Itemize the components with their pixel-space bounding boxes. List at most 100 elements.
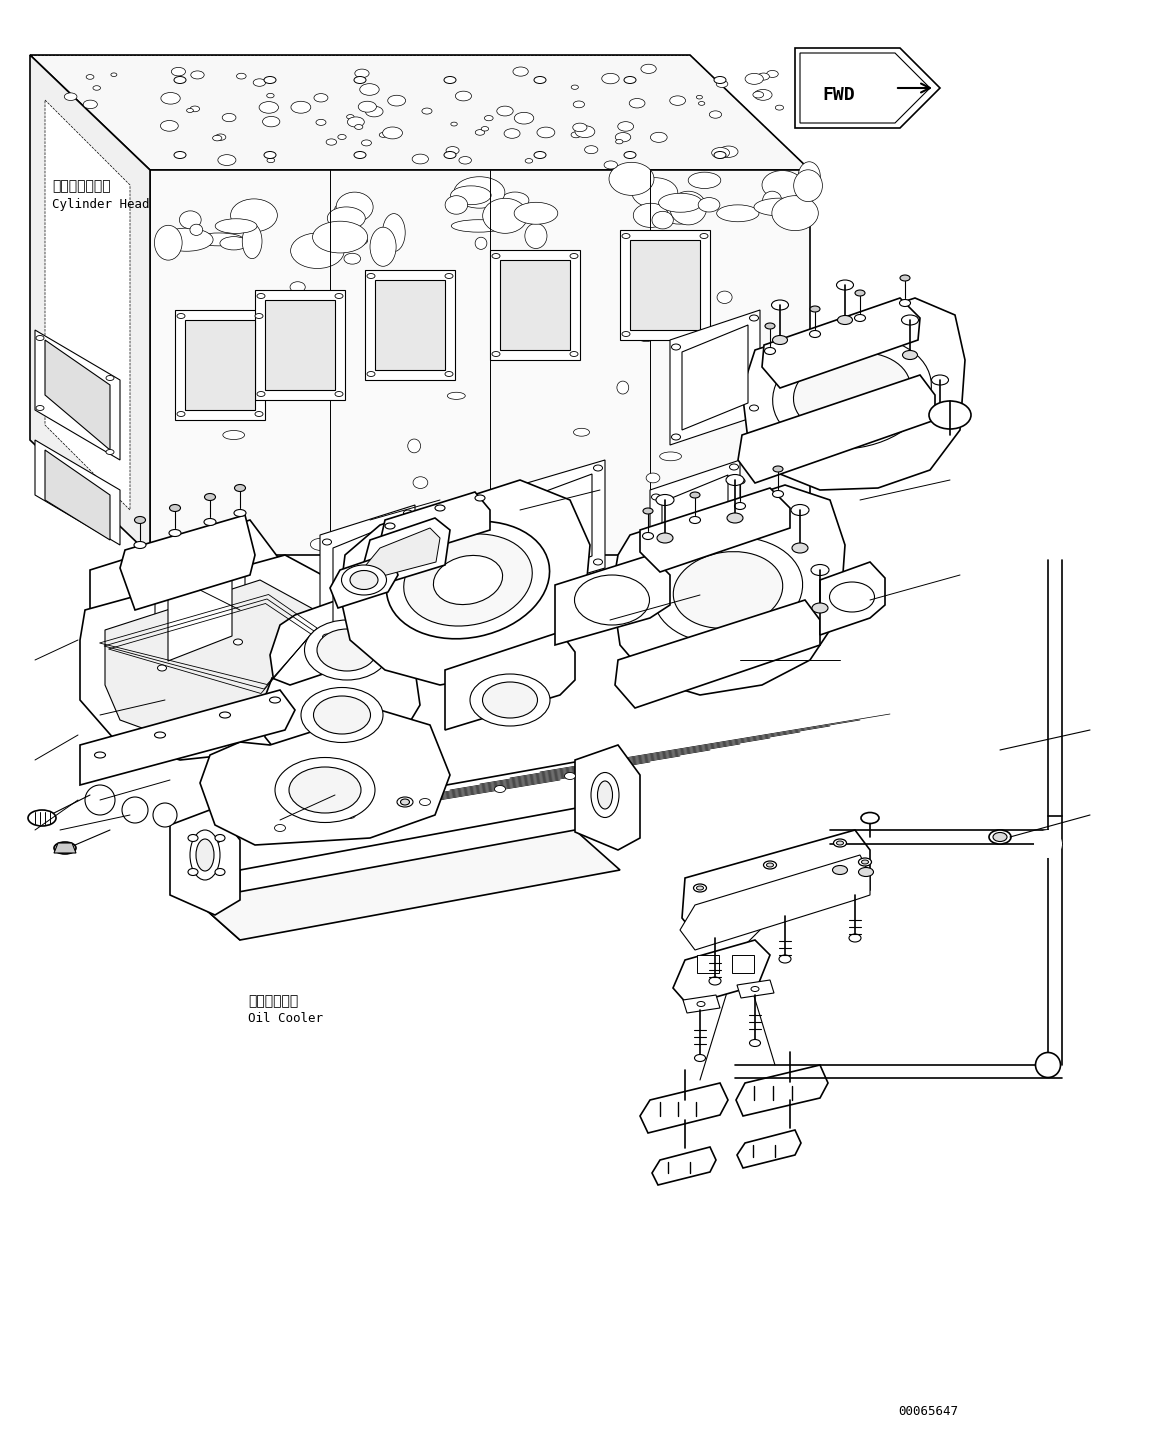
Ellipse shape <box>305 620 390 681</box>
Ellipse shape <box>625 76 636 83</box>
Ellipse shape <box>591 772 619 817</box>
Ellipse shape <box>397 797 413 807</box>
Text: シリンダヘッド: シリンダヘッド <box>52 179 110 193</box>
Ellipse shape <box>902 351 918 360</box>
Ellipse shape <box>122 797 148 823</box>
Ellipse shape <box>609 162 654 195</box>
Ellipse shape <box>700 234 708 238</box>
Text: FWD: FWD <box>822 86 855 105</box>
Ellipse shape <box>188 834 198 841</box>
Ellipse shape <box>537 128 555 138</box>
Ellipse shape <box>933 410 948 420</box>
Ellipse shape <box>601 73 619 83</box>
Ellipse shape <box>492 351 500 357</box>
Ellipse shape <box>231 355 254 365</box>
Ellipse shape <box>110 73 116 76</box>
Polygon shape <box>652 1146 716 1185</box>
Ellipse shape <box>650 132 668 142</box>
Ellipse shape <box>690 516 700 523</box>
Ellipse shape <box>670 191 707 225</box>
Polygon shape <box>366 527 440 577</box>
Ellipse shape <box>134 542 147 549</box>
Ellipse shape <box>215 133 226 140</box>
Ellipse shape <box>85 785 115 815</box>
Ellipse shape <box>718 291 732 304</box>
Polygon shape <box>167 555 231 661</box>
Ellipse shape <box>476 129 485 135</box>
Ellipse shape <box>745 73 763 85</box>
Polygon shape <box>80 691 295 785</box>
Ellipse shape <box>514 202 558 224</box>
Ellipse shape <box>155 225 183 261</box>
Ellipse shape <box>766 70 778 77</box>
Ellipse shape <box>242 224 262 258</box>
Ellipse shape <box>160 120 178 132</box>
Ellipse shape <box>190 224 202 235</box>
Ellipse shape <box>317 629 377 671</box>
Ellipse shape <box>615 132 630 142</box>
Polygon shape <box>340 480 590 685</box>
Polygon shape <box>35 330 120 460</box>
Ellipse shape <box>593 559 602 565</box>
Polygon shape <box>80 555 355 759</box>
Ellipse shape <box>234 510 247 516</box>
Ellipse shape <box>501 192 529 209</box>
Ellipse shape <box>809 331 821 338</box>
Ellipse shape <box>93 86 100 90</box>
Ellipse shape <box>257 391 265 397</box>
Polygon shape <box>255 289 345 400</box>
Ellipse shape <box>254 79 265 86</box>
Ellipse shape <box>729 464 739 470</box>
Ellipse shape <box>670 96 685 106</box>
Polygon shape <box>490 249 580 360</box>
Ellipse shape <box>836 841 843 845</box>
Ellipse shape <box>220 712 230 718</box>
Ellipse shape <box>291 102 311 113</box>
Polygon shape <box>195 830 240 940</box>
Ellipse shape <box>335 294 343 298</box>
Ellipse shape <box>492 254 500 258</box>
Ellipse shape <box>811 565 829 576</box>
Ellipse shape <box>791 504 809 516</box>
Ellipse shape <box>385 523 395 529</box>
Ellipse shape <box>64 93 77 100</box>
Ellipse shape <box>751 986 759 992</box>
Ellipse shape <box>451 122 457 126</box>
Polygon shape <box>640 1083 728 1134</box>
Ellipse shape <box>849 934 861 941</box>
Ellipse shape <box>317 234 368 248</box>
Ellipse shape <box>354 76 366 83</box>
Polygon shape <box>445 632 575 729</box>
Polygon shape <box>195 762 620 870</box>
Ellipse shape <box>779 954 791 963</box>
Ellipse shape <box>798 162 820 192</box>
Ellipse shape <box>291 234 344 268</box>
Polygon shape <box>155 540 245 676</box>
Ellipse shape <box>194 234 243 246</box>
Ellipse shape <box>335 203 361 215</box>
Ellipse shape <box>754 198 806 216</box>
Ellipse shape <box>311 539 331 550</box>
Ellipse shape <box>191 70 205 79</box>
Ellipse shape <box>573 100 585 107</box>
Ellipse shape <box>622 331 630 337</box>
Polygon shape <box>640 489 790 572</box>
Polygon shape <box>35 440 120 545</box>
Polygon shape <box>120 514 255 610</box>
Ellipse shape <box>497 106 513 116</box>
Ellipse shape <box>215 868 224 876</box>
Ellipse shape <box>235 484 245 492</box>
Polygon shape <box>53 843 76 853</box>
Ellipse shape <box>445 371 454 377</box>
Polygon shape <box>737 980 775 997</box>
Ellipse shape <box>314 93 328 102</box>
Ellipse shape <box>829 582 875 612</box>
Ellipse shape <box>772 490 784 497</box>
Ellipse shape <box>514 112 534 125</box>
Ellipse shape <box>526 159 533 163</box>
Ellipse shape <box>575 126 594 138</box>
Polygon shape <box>320 504 415 645</box>
Ellipse shape <box>749 1039 761 1046</box>
Ellipse shape <box>862 860 869 864</box>
Ellipse shape <box>236 73 247 79</box>
